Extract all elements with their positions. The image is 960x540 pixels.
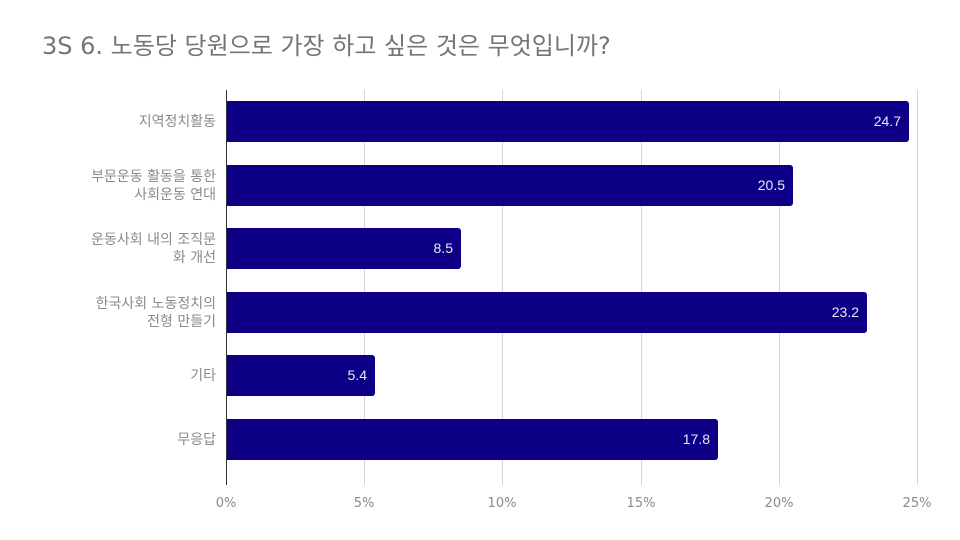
category-label-line: 기타 <box>190 367 216 384</box>
x-tick-label: 25% <box>902 496 932 511</box>
category-label: 기타 <box>16 355 216 396</box>
category-label: 무응답 <box>16 419 216 460</box>
category-label-line: 부문운동 활동을 통한 <box>91 168 216 185</box>
y-axis-line <box>226 90 227 485</box>
category-label-line: 전형 만들기 <box>147 313 216 330</box>
category-label-line: 지역정치활동 <box>138 113 216 130</box>
bar-value-label: 17.8 <box>682 431 710 447</box>
category-label: 부문운동 활동을 통한 사회운동 연대 <box>16 165 216 206</box>
bar[interactable]: 23.2 <box>227 292 867 333</box>
bar[interactable]: 5.4 <box>227 355 375 396</box>
gridline <box>364 90 365 485</box>
category-label-line: 운동사회 내의 조직문 <box>91 231 216 248</box>
bar[interactable]: 17.8 <box>227 419 718 460</box>
category-label-line: 한국사회 노동정치의 <box>95 295 216 312</box>
gridline <box>502 90 503 485</box>
category-label: 한국사회 노동정치의 전형 만들기 <box>16 292 216 333</box>
x-tick-label: 10% <box>487 496 517 511</box>
gridline <box>641 90 642 485</box>
x-tick-label: 20% <box>764 496 794 511</box>
chart-title: 3S 6. 노동당 당원으로 가장 하고 싶은 것은 무엇입니까? <box>42 32 611 60</box>
category-label: 운동사회 내의 조직문 화 개선 <box>16 228 216 269</box>
x-tick-label: 0% <box>215 496 237 511</box>
bar[interactable]: 20.5 <box>227 165 793 206</box>
bar[interactable]: 8.5 <box>227 228 461 269</box>
category-label: 지역정치활동 <box>16 101 216 142</box>
gridline <box>779 90 780 485</box>
x-tick-label: 15% <box>626 496 656 511</box>
x-tick-label: 5% <box>353 496 375 511</box>
gridline <box>917 90 918 485</box>
bar-value-label: 8.5 <box>433 240 453 256</box>
category-label-line: 무응답 <box>177 431 216 448</box>
bar-value-label: 20.5 <box>757 177 785 193</box>
bar-value-label: 24.7 <box>873 113 901 129</box>
bar[interactable]: 24.7 <box>227 101 909 142</box>
bar-value-label: 23.2 <box>831 304 859 320</box>
bar-value-label: 5.4 <box>347 367 367 383</box>
category-label-line: 화 개선 <box>172 249 216 266</box>
category-label-line: 사회운동 연대 <box>134 186 216 203</box>
